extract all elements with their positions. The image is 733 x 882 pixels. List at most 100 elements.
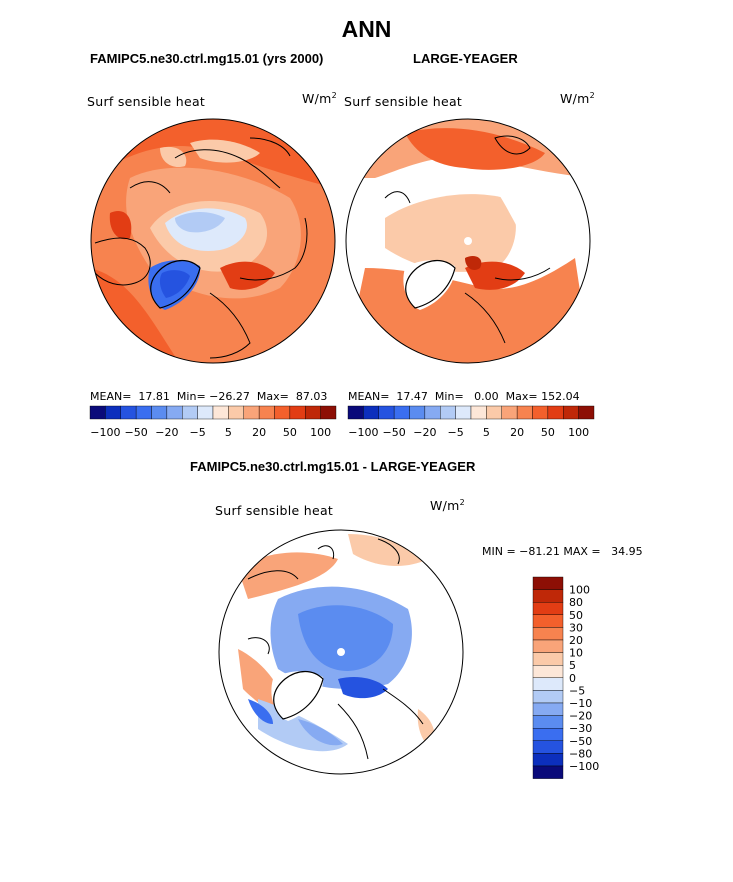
colorbar-swatch (228, 405, 244, 420)
pole-marker (464, 237, 472, 245)
greenland-coastline (273, 670, 324, 720)
colorbar-tick-label: 50 (283, 426, 297, 439)
colorbar-swatch (243, 405, 260, 420)
diff-variable-label: Surf sensible heat (215, 503, 334, 518)
coastline (239, 217, 308, 281)
diff-minmax: MIN = −81.21 MAX = 34.95 (482, 545, 643, 558)
coastline (317, 545, 335, 560)
colorbar-tick-label: −50 (383, 426, 406, 439)
colorbar-swatch (532, 765, 564, 779)
colorbar-swatch (120, 405, 137, 420)
greenland-coastline (150, 259, 201, 309)
colorbar-tick-label: 30 (569, 621, 583, 634)
colorbar-tick-label: 100 (569, 584, 590, 597)
colorbar-swatch (455, 405, 472, 420)
left-polar-map (90, 118, 336, 364)
colorbar-swatch (197, 405, 214, 420)
colorbar-swatch (258, 405, 275, 420)
coastline (129, 181, 171, 194)
colorbar-swatch (274, 405, 291, 420)
map-fill-region (385, 194, 516, 272)
colorbar-tick-label: −80 (569, 747, 592, 760)
coastline (377, 538, 400, 565)
map-fill-region (298, 719, 343, 746)
colorbar-swatch (182, 405, 198, 420)
colorbar-swatch (486, 405, 502, 420)
map-fill-region (248, 699, 273, 724)
colorbar-swatch (305, 405, 321, 420)
right-units-label: W/m2 (560, 91, 596, 107)
colorbar-tick-label: −20 (569, 710, 592, 723)
colorbar-swatch (532, 405, 549, 420)
colorbar-tick-label: −100 (348, 426, 378, 439)
colorbar-swatch (532, 589, 564, 603)
colorbar-tick-label: −10 (569, 697, 592, 710)
colorbar-swatch (532, 702, 564, 716)
colorbar-swatch (532, 602, 564, 616)
map-fill-region (160, 146, 187, 168)
map-fill-region (109, 210, 132, 240)
colorbar-tick-label: −5 (569, 684, 585, 697)
colorbar-swatch (532, 639, 564, 653)
map-fill-region (495, 184, 567, 268)
colorbar-swatch (320, 405, 337, 420)
colorbar-tick-label: 0 (569, 672, 576, 685)
colorbar-swatch (501, 405, 518, 420)
colorbar-tick-label: −20 (155, 426, 178, 439)
right-polar-map (345, 118, 591, 364)
pole-marker (337, 648, 345, 656)
colorbar-tick-label: −20 (413, 426, 436, 439)
colorbar-tick-label: −30 (569, 722, 592, 735)
colorbar-swatch (547, 405, 564, 420)
colorbar-tick-label: −5 (448, 426, 464, 439)
coastline (382, 688, 424, 725)
right-stats: MEAN= 17.47 Min= 0.00 Max= 152.04 (348, 390, 580, 403)
map-fill-region (190, 139, 260, 163)
right-run-label: LARGE-YEAGER (413, 51, 518, 66)
greenland-coastline (405, 259, 456, 309)
coastline (337, 703, 369, 760)
coastline (174, 149, 281, 189)
colorbar-swatch (378, 405, 395, 420)
map-fill-region (220, 261, 275, 290)
left-run-label: FAMIPC5.ne30.ctrl.mg15.01 (yrs 2000) (90, 51, 324, 66)
colorbar-tick-label: 50 (569, 609, 583, 622)
colorbar-tick-label: −50 (569, 735, 592, 748)
greenland-ice-fill (271, 671, 324, 721)
colorbar-swatch (532, 677, 564, 691)
map-fill-region (238, 552, 338, 599)
colorbar-tick-label: −100 (569, 760, 599, 773)
colorbar-tick-label: 100 (310, 426, 331, 439)
colorbar-tick-label: −100 (90, 426, 120, 439)
colorbar-swatch (532, 715, 564, 729)
map-fill-region (405, 128, 545, 170)
colorbar-swatch (440, 405, 456, 420)
colorbar-tick-label: 80 (569, 596, 583, 609)
diff-polar-map (218, 529, 464, 775)
colorbar-swatch (532, 727, 564, 741)
colorbar-tick-label: −5 (190, 426, 206, 439)
map-fill-region (465, 256, 482, 270)
colorbar-swatch (532, 740, 564, 754)
map-fill-region (348, 534, 428, 566)
colorbar-tick-label: 5 (225, 426, 232, 439)
colorbar-swatch (532, 664, 564, 678)
colorbar-tick-label: 20 (252, 426, 266, 439)
colorbar-swatch (212, 405, 229, 420)
coastline (209, 292, 251, 359)
coastline (464, 292, 506, 344)
coastline (494, 135, 531, 155)
coastline (494, 267, 551, 281)
left-variable-label: Surf sensible heat (87, 94, 206, 109)
colorbar-swatch (516, 405, 533, 420)
map-fill-region (465, 261, 525, 290)
colorbar-tick-label: 10 (569, 647, 583, 660)
colorbar-swatch (532, 576, 564, 590)
diff-title: FAMIPC5.ne30.ctrl.mg15.01 - LARGE-YEAGER (190, 459, 476, 474)
coastline (94, 237, 151, 286)
colorbar-swatch (470, 405, 487, 420)
colorbar-swatch (532, 690, 564, 704)
greenland-ice-fill (403, 260, 456, 310)
left-colorbar: −100 −50 −20 −5 5 20 50 100 (89, 405, 337, 439)
colorbar-swatch (532, 614, 564, 628)
